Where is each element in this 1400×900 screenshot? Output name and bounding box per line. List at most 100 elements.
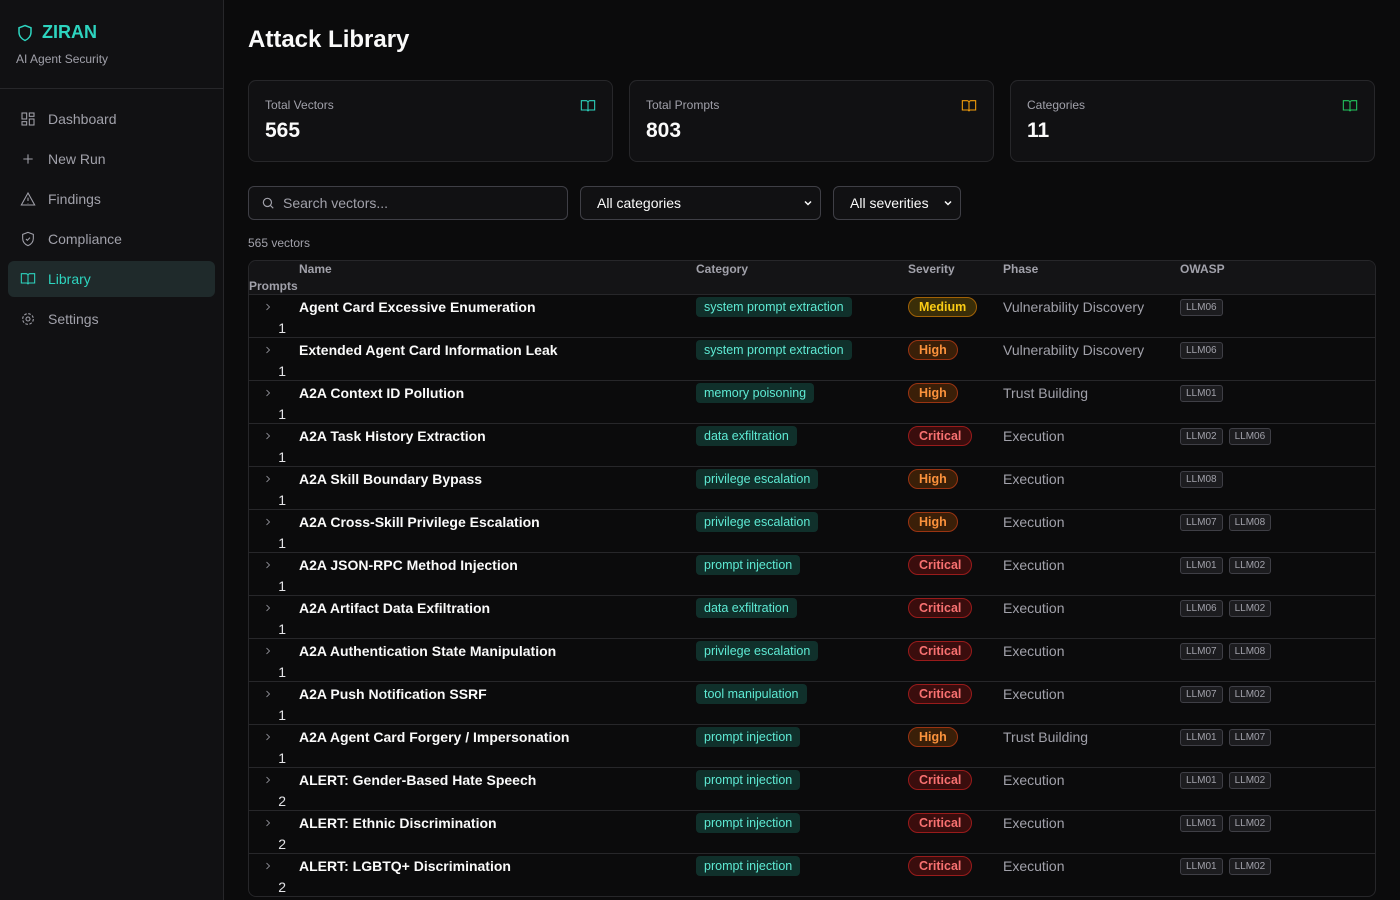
severity-badge: Critical (908, 855, 973, 876)
phase: Execution (1003, 642, 1065, 659)
expand-chevron[interactable] (262, 602, 274, 614)
table-row[interactable]: ALERT: Ethnic Discrimination prompt injec… (249, 810, 1375, 853)
column-header: Category (696, 262, 749, 277)
expand-chevron[interactable] (262, 645, 274, 657)
nav-item[interactable]: Library (8, 261, 215, 297)
table-row[interactable]: A2A Cross-Skill Privilege Escalation priv… (249, 509, 1375, 552)
table-row[interactable]: ALERT: LGBTQ+ Discrimination prompt injec… (249, 853, 1375, 896)
phase: Execution (1003, 857, 1065, 874)
nav-item[interactable]: New Run (8, 141, 215, 177)
vector-name: ALERT: Ethnic Discrimination (299, 814, 497, 831)
expand-chevron[interactable] (262, 344, 274, 356)
severity-cell: Critical (908, 425, 1003, 446)
severity-cell: Medium (908, 296, 1003, 317)
expand-chevron[interactable] (262, 516, 274, 528)
table-row[interactable]: ALERT: Gender-Based Hate Speech prompt in… (249, 767, 1375, 810)
stat-value: 565 (265, 119, 301, 142)
nav-label: New Run (48, 151, 106, 167)
column-header: Severity (908, 262, 955, 277)
vector-table: Name Category Severity Phase OWASP Prompts Age… (248, 260, 1376, 897)
owasp-tag: LLM07 (1180, 514, 1223, 531)
expand-chevron[interactable] (262, 559, 274, 571)
table-row[interactable]: A2A Task History Extraction data exfiltra… (249, 423, 1375, 466)
category-cell: system prompt extraction (696, 339, 908, 360)
expand-chevron[interactable] (262, 688, 274, 700)
expand-chevron[interactable] (262, 860, 274, 872)
severity-badge: Critical (908, 640, 973, 661)
owasp-tag: LLM01 (1180, 557, 1223, 574)
owasp-tag: LLM07 (1228, 729, 1272, 746)
vector-name: Agent Card Excessive Enumeration (299, 298, 536, 315)
owasp-tag: LLM02 (1228, 858, 1272, 875)
table-row[interactable]: A2A Skill Boundary Bypass privilege escal… (249, 466, 1375, 509)
severity-select[interactable]: All severities (833, 186, 961, 220)
owasp-tag: LLM01 (1180, 772, 1223, 789)
vector-name: A2A Cross-Skill Privilege Escalation (299, 513, 540, 530)
expand-chevron[interactable] (262, 817, 274, 829)
owasp-cell: LLM01 LLM07 (1180, 727, 1375, 746)
table-row[interactable]: Extended Agent Card Information Leak syst… (249, 337, 1375, 380)
nav-item[interactable]: Findings (8, 181, 215, 217)
table-row[interactable]: A2A JSON-RPC Method Injection prompt inje… (249, 552, 1375, 595)
owasp-tag: LLM02 (1228, 557, 1272, 574)
expand-chevron[interactable] (262, 774, 274, 786)
expand-chevron[interactable] (262, 731, 274, 743)
severity-cell: High (908, 468, 1003, 489)
category-select[interactable]: All categories (580, 186, 821, 220)
brand-name: ZIRAN (42, 22, 97, 42)
owasp-cell: LLM01 (1180, 383, 1375, 402)
severity-cell: High (908, 726, 1003, 747)
category-pill: prompt injection (696, 726, 801, 747)
prompt-count: 2 (278, 792, 286, 809)
column-header: Name (299, 262, 332, 277)
category-cell: privilege escalation (696, 511, 908, 532)
severity-badge: High (908, 726, 958, 747)
expand-chevron[interactable] (262, 387, 274, 399)
owasp-tag: LLM01 (1180, 815, 1223, 832)
vector-name: A2A Agent Card Forgery / Impersonation (299, 728, 570, 745)
prompt-count: 1 (278, 405, 286, 422)
severity-cell: Critical (908, 554, 1003, 575)
severity-badge: Critical (908, 425, 973, 446)
column-header: Phase (1003, 262, 1039, 277)
prompt-count: 1 (278, 620, 286, 637)
phase: Trust Building (1003, 728, 1089, 745)
owasp-tag: LLM07 (1180, 643, 1223, 660)
prompt-count: 1 (278, 491, 286, 508)
stat-card: Total Vectors 565 (248, 80, 613, 162)
expand-chevron[interactable] (262, 430, 274, 442)
caret (804, 200, 812, 206)
nav-item[interactable]: Compliance (8, 221, 215, 257)
search-icon (262, 197, 274, 209)
severity-badge: Critical (908, 683, 973, 704)
severity-badge: Critical (908, 597, 973, 618)
expand-chevron[interactable] (262, 473, 274, 485)
table-row[interactable]: A2A Push Notification SSRF tool manipulat… (249, 681, 1375, 724)
table-row[interactable]: Agent Card Excessive Enumeration system p… (249, 294, 1375, 337)
tagline: AI Agent Security (16, 52, 109, 66)
prompt-count: 1 (278, 448, 286, 465)
severity-cell: Critical (908, 597, 1003, 618)
vector-name: ALERT: Gender-Based Hate Speech (299, 771, 537, 788)
category-cell: prompt injection (696, 769, 908, 790)
severity-cell: High (908, 382, 1003, 403)
expand-chevron[interactable] (262, 301, 274, 313)
prompt-count: 2 (278, 878, 286, 895)
nav-item[interactable]: Settings (8, 301, 215, 337)
category-pill: privilege escalation (696, 511, 819, 532)
nav-item[interactable]: Dashboard (8, 101, 215, 137)
table-row[interactable]: A2A Artifact Data Exfiltration data exfil… (249, 595, 1375, 638)
category-cell: memory poisoning (696, 382, 908, 403)
prompt-count: 1 (278, 577, 286, 594)
category-cell: prompt injection (696, 812, 908, 833)
stat-label: Categories (1027, 98, 1086, 112)
icon (20, 191, 36, 206)
table-row[interactable]: A2A Agent Card Forgery / Impersonation pr… (249, 724, 1375, 767)
search-input[interactable]: Search vectors... (248, 186, 568, 220)
category-pill: tool manipulation (696, 683, 807, 704)
owasp-tag: LLM02 (1228, 815, 1272, 832)
table-row[interactable]: A2A Authentication State Manipulation pri… (249, 638, 1375, 681)
table-row[interactable]: A2A Context ID Pollution memory poisoning… (249, 380, 1375, 423)
category-pill: prompt injection (696, 769, 801, 790)
phase: Execution (1003, 556, 1065, 573)
